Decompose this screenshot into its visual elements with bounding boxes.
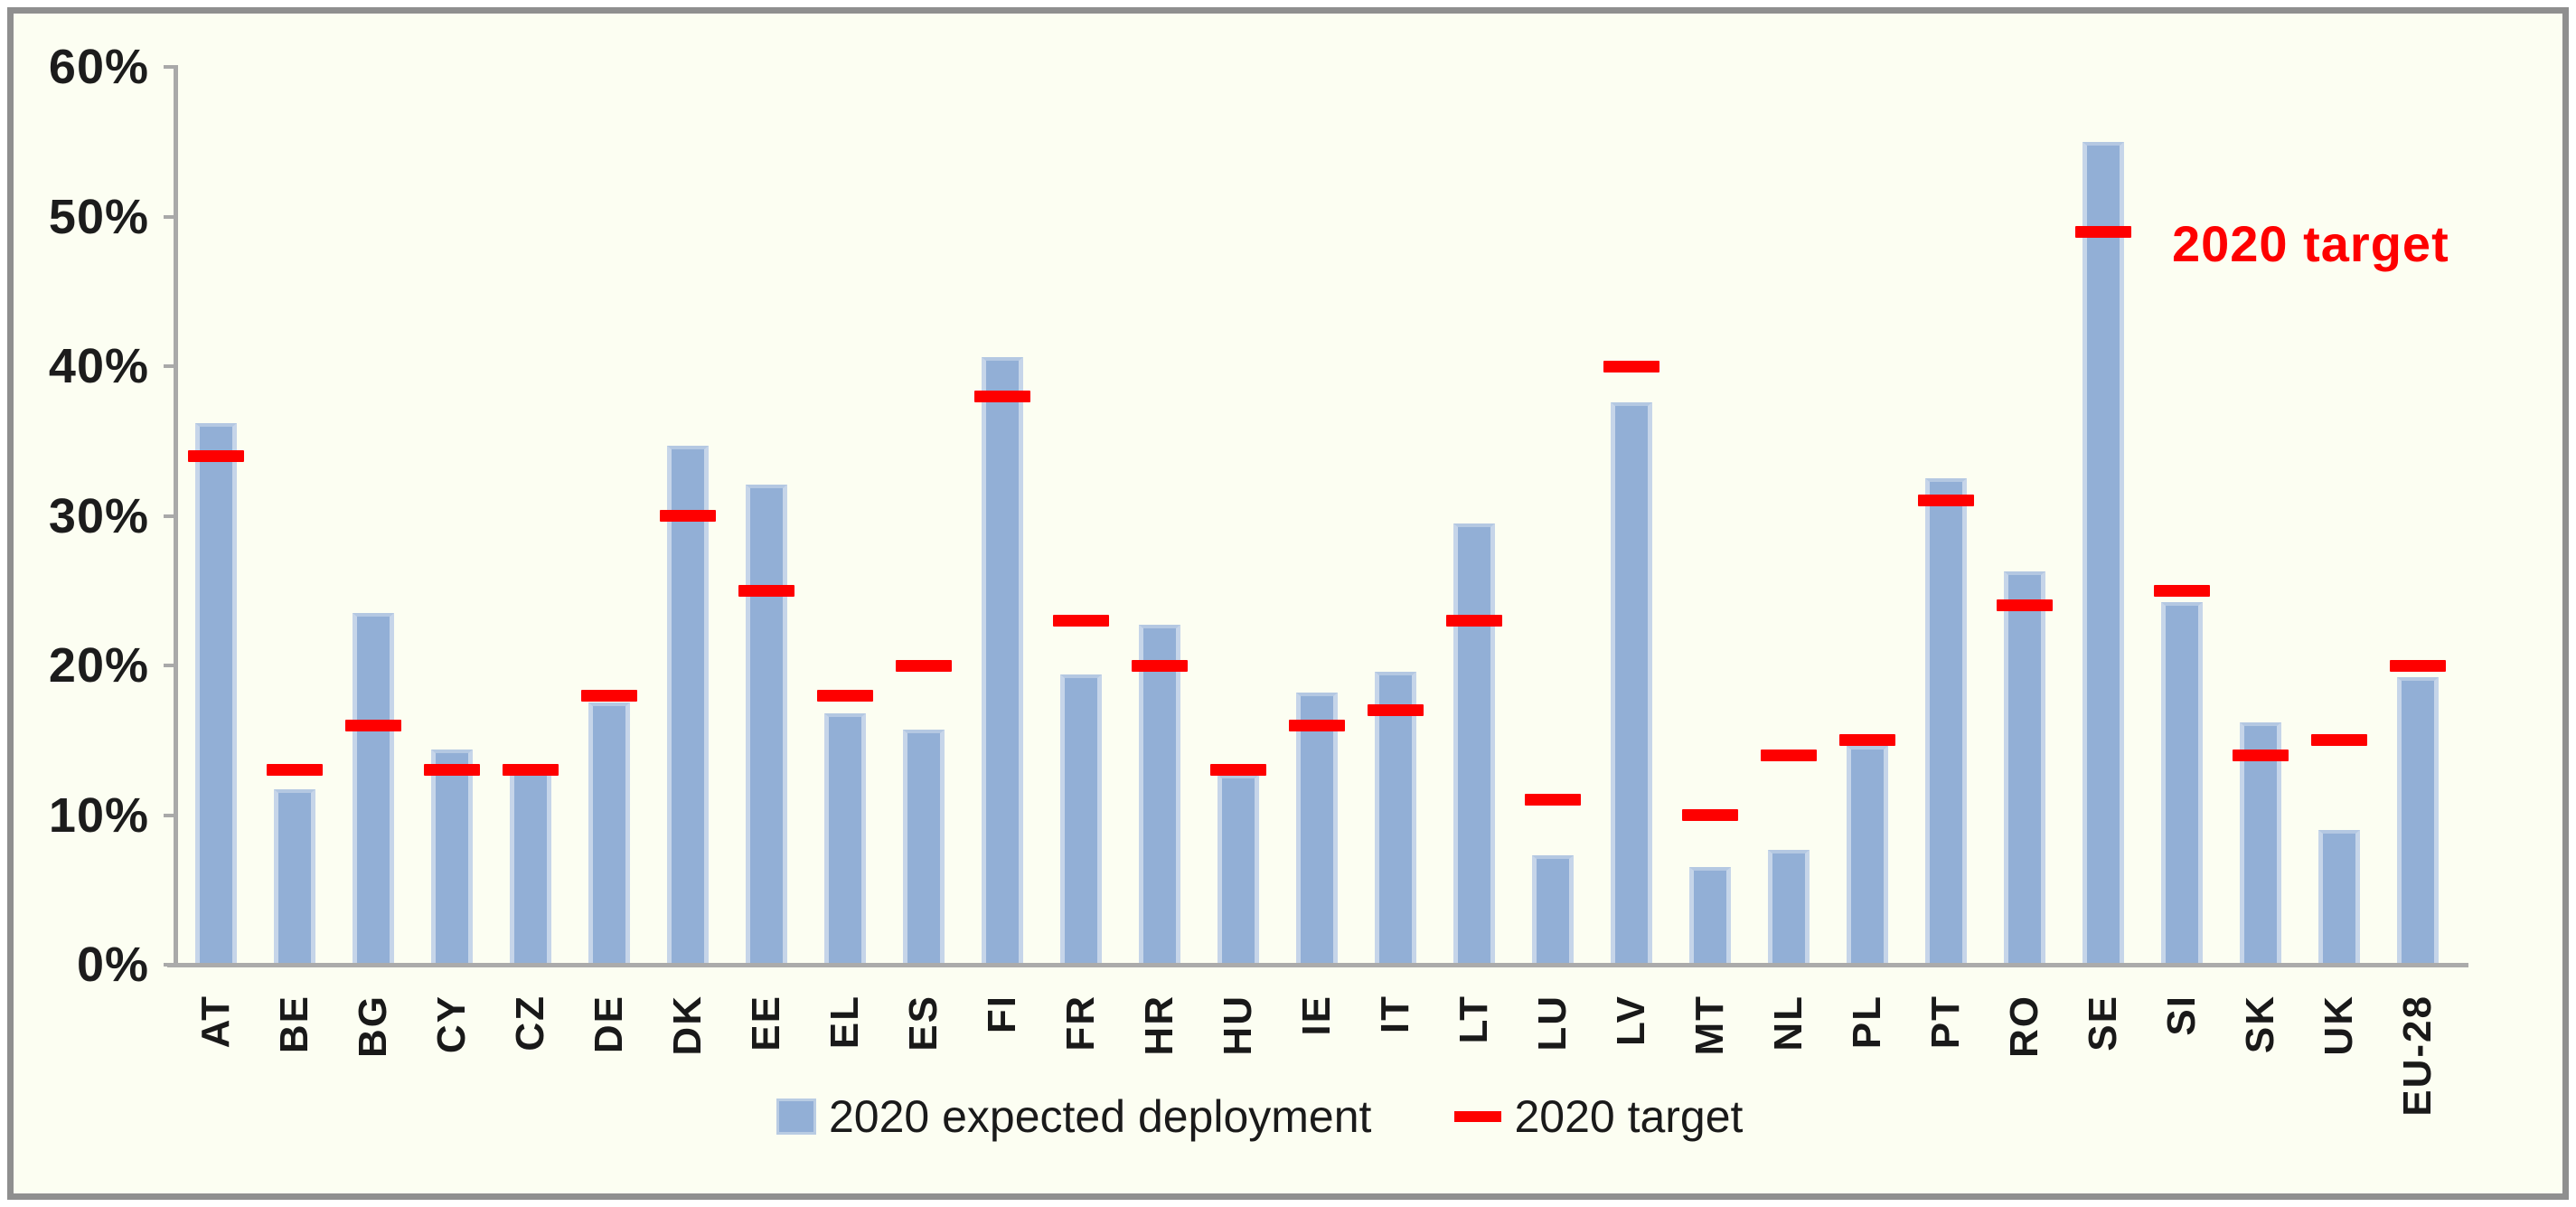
target-marker-dk [660,510,716,522]
bar-eu-28 [2397,677,2439,965]
target-marker-pl [1839,734,1895,747]
bar-be [274,789,315,965]
y-tick-mark-60% [164,65,174,69]
y-tick-label-0%: 0% [76,938,149,992]
bar-si [2161,602,2203,965]
y-tick-label-20%: 20% [48,638,149,693]
target-marker-fr [1053,614,1109,627]
y-tick-mark-50% [164,214,174,219]
bar-pt [1925,478,1967,965]
bar-cz [510,771,551,965]
category-label-cy: CY [429,995,474,1054]
category-label-bg: BG [351,995,395,1058]
category-label-ro: RO [2002,995,2046,1058]
target-marker-ie [1289,719,1345,731]
target-marker-fi [974,390,1030,402]
bar-el [824,712,866,965]
legend: 2020 expected deployment 2020 target [776,1084,1743,1149]
target-marker-se [2075,225,2131,238]
y-tick-label-40%: 40% [48,339,149,393]
target-marker-ee [738,584,794,597]
x-axis-line [167,963,2468,967]
y-tick-mark-10% [164,813,174,817]
target-marker-lt [1446,614,1502,627]
category-label-uk: UK [2317,995,2361,1056]
category-label-de: DE [587,995,631,1054]
target-marker-el [817,689,873,702]
bar-hr [1139,625,1180,965]
target-marker-mt [1682,809,1738,821]
bar-fr [1060,674,1102,965]
plot-area: 0% 10% 20% 30% 40% 50% 60% AT BE BG CY CZ DE DK EE EL ES… [14,14,2562,1193]
category-label-at: AT [193,995,238,1049]
target-marker-it [1368,704,1424,717]
target-marker-hr [1132,659,1188,672]
bar-ie [1296,692,1338,965]
category-label-pt: PT [1923,995,1968,1050]
legend-swatch-expected-deployment [776,1099,816,1135]
bar-fi [982,357,1023,965]
y-tick-label-30%: 30% [48,488,149,543]
category-label-dk: DK [665,995,710,1056]
y-tick-mark-30% [164,514,174,518]
bar-ro [2004,570,2045,965]
y-tick-mark-20% [164,664,174,667]
bar-lt [1453,523,1495,965]
category-label-se: SE [2081,995,2125,1051]
target-marker-be [267,764,323,777]
bar-de [588,703,630,965]
category-label-pl: PL [1845,995,1889,1050]
bar-at [195,422,237,965]
bar-cy [431,749,473,965]
bar-it [1375,671,1416,965]
target-marker-hu [1210,764,1266,777]
y-tick-label-60%: 60% [48,40,149,94]
target-marker-at [188,449,244,462]
bar-es [903,730,945,965]
category-label-cz: CZ [508,995,552,1051]
category-label-sk: SK [2238,995,2282,1054]
annotation-2020-target: 2020 target [2172,215,2449,272]
category-label-nl: NL [1766,995,1810,1051]
bar-uk [2318,830,2360,965]
target-marker-si [2154,584,2210,597]
target-marker-de [581,689,637,702]
category-label-eu-28: EU-28 [2395,995,2440,1117]
bar-lv [1611,401,1652,965]
target-marker-pt [1918,495,1974,507]
chart-frame: 0% 10% 20% 30% 40% 50% 60% AT BE BG CY CZ DE DK EE EL ES… [7,7,2569,1200]
target-marker-eu-28 [2390,659,2446,672]
target-marker-cy [424,764,480,777]
target-marker-nl [1761,749,1817,761]
target-marker-es [896,659,952,672]
bar-mt [1689,867,1731,965]
legend-label-target: 2020 target [1514,1091,1744,1142]
target-marker-cz [503,764,559,777]
bar-lu [1532,855,1574,965]
bar-ee [746,484,787,965]
bar-sk [2240,721,2281,965]
bar-bg [353,613,394,965]
category-label-be: BE [272,995,316,1054]
y-tick-label-10%: 10% [48,787,149,843]
bar-hu [1217,774,1259,965]
legend-label-expected-deployment: 2020 expected deployment [829,1091,1372,1142]
target-marker-lu [1525,794,1581,806]
target-marker-sk [2233,749,2289,761]
y-tick-label-50%: 50% [48,189,149,244]
target-marker-ro [1997,599,2053,612]
bar-pl [1847,746,1888,965]
bar-nl [1768,849,1810,965]
y-axis-line [174,65,178,967]
legend-dash-target [1454,1111,1502,1122]
bar-se [2082,141,2124,965]
target-marker-lv [1603,360,1659,372]
target-marker-bg [345,719,401,731]
bar-dk [667,445,709,965]
target-marker-uk [2311,734,2367,747]
category-label-si: SI [2159,995,2204,1036]
y-tick-mark-40% [164,364,174,368]
